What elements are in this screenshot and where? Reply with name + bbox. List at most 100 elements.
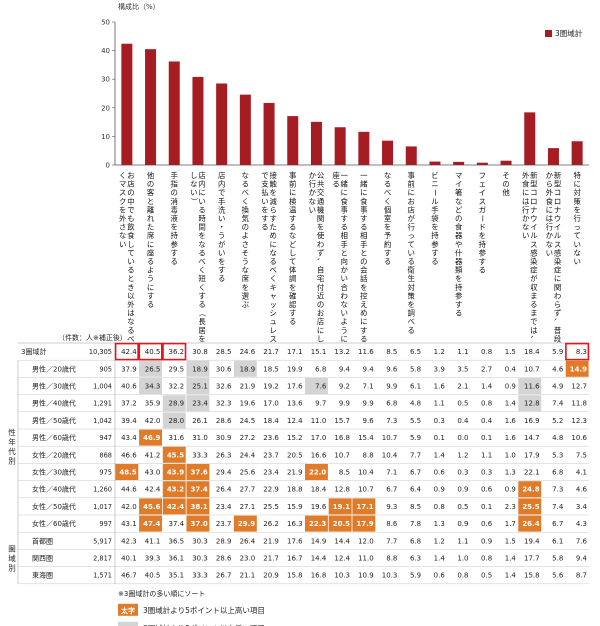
- table-cell: 7.7: [386, 537, 397, 545]
- table-cell: 11.6: [358, 348, 374, 356]
- cell-high-bg: [162, 464, 186, 480]
- category-char: に: [269, 240, 276, 249]
- category-char: る: [360, 334, 367, 343]
- cell-high-bg: [186, 481, 210, 498]
- table-cell: 37.6: [191, 469, 208, 477]
- category-label: その他: [502, 171, 510, 197]
- category-char: 毒: [171, 205, 179, 214]
- category-char: 飲: [127, 223, 135, 232]
- y-tick-label: 30: [101, 76, 110, 84]
- table-cell: 5.3: [552, 451, 563, 459]
- category-char: わ: [341, 291, 348, 300]
- category-char: の: [147, 180, 154, 189]
- table-cell: 6.5: [410, 348, 421, 356]
- table-cell: 14.9: [570, 365, 587, 373]
- table-cell: 30.3: [192, 555, 208, 563]
- table-cell: 40.5: [145, 348, 161, 356]
- category-char: を: [317, 223, 324, 232]
- table-cell: 37.4: [191, 486, 208, 494]
- category-char: で: [218, 188, 225, 197]
- category-char: は: [127, 309, 135, 318]
- table-cell: 18.5: [263, 365, 279, 373]
- bar: [239, 94, 251, 165]
- table-cell: 10.7: [382, 434, 398, 442]
- category-char: 座: [147, 248, 155, 257]
- table-cell: 0.9: [457, 520, 468, 528]
- table-cell: 1.4: [505, 555, 517, 563]
- category-char: 行: [309, 180, 317, 189]
- bar: [192, 76, 204, 165]
- table-cell: 9.6: [386, 365, 398, 373]
- table-cell: 38.1: [191, 503, 208, 511]
- table-cell: 6.8: [552, 469, 563, 477]
- category-char: ガ: [479, 205, 486, 214]
- table-cell: 9.9: [363, 400, 374, 408]
- table-cell: 0.4: [505, 365, 517, 373]
- table-cell: 6.7: [386, 486, 397, 494]
- table-cell: 1.6: [505, 434, 517, 442]
- highlight-frame: [162, 342, 187, 361]
- table-cell: 8.7: [576, 572, 587, 580]
- bar: [358, 131, 370, 165]
- table-cell: 25.1: [192, 383, 208, 391]
- table-cell: 47.4: [143, 520, 160, 528]
- group-label-char: 年: [8, 436, 16, 446]
- table-cell: 10.7: [358, 486, 374, 494]
- legend-swatch: [118, 621, 138, 626]
- cell-high-bg: [518, 498, 542, 515]
- table-cell: 9.3: [386, 503, 397, 511]
- table-cell: 22.9: [263, 486, 279, 494]
- category-char: 離: [147, 205, 155, 214]
- category-char: 店: [127, 180, 134, 189]
- row-count: 1,017: [93, 503, 112, 511]
- table-cell: 1.0: [457, 555, 468, 563]
- category-char: 手: [218, 197, 226, 206]
- category-char: 緒: [360, 180, 368, 189]
- table-cell: 0.8: [481, 555, 492, 563]
- category-char: る: [127, 266, 134, 275]
- category-char: よ: [341, 317, 348, 326]
- cell-high-bg: [305, 515, 328, 532]
- row-label: 男性／30歳代: [32, 382, 76, 391]
- table-cell: 15.1: [311, 348, 327, 356]
- category-char: 参: [455, 291, 463, 300]
- table-cell: 23.7: [263, 451, 279, 459]
- table-cell: 0.9: [457, 486, 468, 494]
- cell-high-bg: [162, 481, 186, 498]
- category-char: す: [360, 326, 367, 335]
- table-cell: 1.1: [457, 537, 468, 545]
- table-cell: 19.6: [311, 503, 327, 511]
- table-cell: 4.1: [576, 469, 587, 477]
- category-char: と: [127, 274, 134, 283]
- table-cell: 23.4: [216, 503, 232, 511]
- category-char: 策: [408, 291, 416, 300]
- bar: [500, 160, 512, 165]
- category-char: 新: [554, 171, 562, 180]
- category-char: な: [573, 248, 580, 257]
- table-cell: 21.9: [287, 469, 303, 477]
- table-cell: 9.4: [576, 555, 588, 563]
- category-char: い: [190, 188, 197, 197]
- category-char: い: [198, 197, 205, 206]
- category-char: ど: [455, 205, 463, 214]
- category-char: 自: [317, 266, 324, 275]
- category-char: の: [171, 188, 178, 197]
- table-cell: 42.4: [167, 503, 184, 511]
- category-char: 、: [529, 335, 538, 342]
- bar: [571, 141, 583, 165]
- table-cell: 42.4: [121, 348, 137, 356]
- category-char: す: [269, 214, 276, 223]
- category-char: 前: [408, 180, 415, 189]
- row-label: 東海圏: [32, 571, 53, 580]
- table-cell: 5.6: [552, 572, 564, 580]
- category-char: ッ: [269, 300, 276, 309]
- category-char: 換: [242, 205, 250, 214]
- category-char: シ: [269, 309, 276, 318]
- table-cell: 1.2: [457, 451, 468, 459]
- category-char: 選: [242, 291, 250, 300]
- table-cell: 19.1: [333, 503, 350, 511]
- category-char: な: [119, 231, 126, 240]
- table-cell: 5.9: [552, 348, 563, 356]
- category-char: 近: [317, 291, 325, 300]
